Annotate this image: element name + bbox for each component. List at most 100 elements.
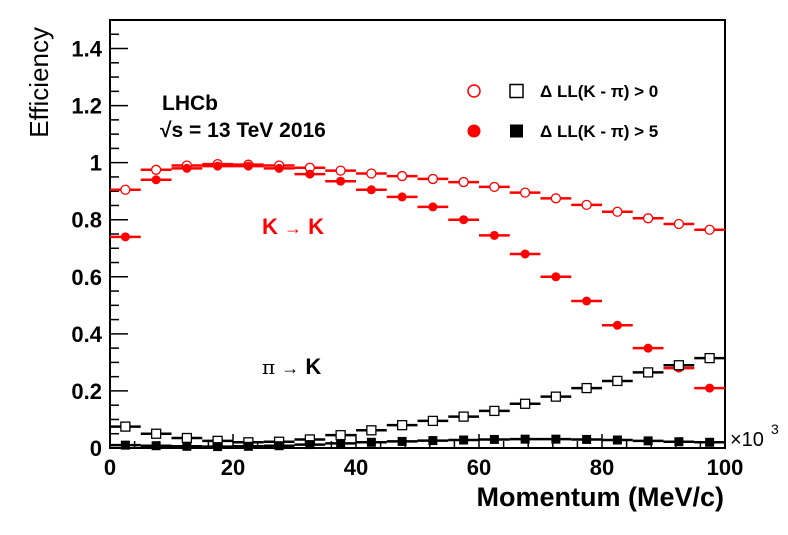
y-tick-label: 0.4 — [71, 322, 102, 347]
data-point — [305, 169, 315, 179]
data-point — [673, 218, 685, 230]
annotation-k-to-k: K → K — [262, 214, 324, 239]
legend-marker-filled-circle — [467, 124, 481, 138]
series-open-circle — [110, 158, 725, 235]
y-tick-label: 0.8 — [71, 208, 102, 233]
energy-sqrt-s: √s — [160, 119, 183, 142]
data-point — [612, 320, 622, 330]
data-point — [335, 430, 346, 441]
data-point — [612, 435, 622, 445]
annotation-pi-to-k-arrow: → — [281, 358, 299, 378]
data-point — [397, 436, 407, 446]
annotation-pi-to-k-from: π — [262, 355, 275, 379]
y-tick-label: 1.2 — [71, 94, 102, 119]
data-point — [704, 352, 715, 364]
energy-label: √s = 13 TeV 2016 — [160, 119, 326, 142]
data-point — [182, 441, 192, 451]
x-multiplier-base: ×10 — [730, 429, 764, 451]
data-point — [427, 415, 439, 427]
data-point — [642, 367, 654, 378]
legend-label-ll0: Δ LL(K - π) > 0 — [540, 82, 658, 101]
data-point — [150, 164, 162, 175]
legend-marker-open-square — [509, 83, 524, 99]
annotation-k-to-k-to: K — [308, 214, 324, 239]
data-point — [397, 192, 407, 202]
x-tick-label: 40 — [344, 455, 368, 480]
data-point — [151, 441, 161, 451]
data-point — [120, 421, 131, 432]
x-axis-multiplier: ×10 3 — [730, 421, 779, 451]
x-tick-label: 100 — [707, 455, 744, 480]
x-axis-label: Momentum (MeV/c) — [476, 482, 724, 512]
y-tick-label: 0 — [90, 436, 102, 461]
x-tick-label: 20 — [221, 455, 245, 480]
experiment-label: LHCb — [162, 92, 218, 115]
data-point — [274, 163, 284, 173]
series-open-square — [110, 352, 725, 448]
data-point — [612, 206, 623, 217]
legend: Δ LL(K - π) > 0 Δ LL(K - π) > 5 — [467, 82, 658, 141]
data-point — [643, 436, 653, 446]
data-point — [459, 435, 469, 445]
data-point — [458, 411, 469, 422]
y-axis-label: Efficiency — [24, 27, 54, 138]
data-point — [335, 165, 346, 176]
data-point — [427, 173, 439, 185]
data-point — [305, 440, 315, 450]
data-point — [243, 161, 253, 171]
data-point — [213, 442, 223, 452]
y-tick-label: 1 — [90, 151, 102, 176]
data-point — [366, 437, 376, 447]
data-point — [704, 224, 715, 235]
data-point — [366, 185, 376, 195]
data-point — [459, 215, 469, 225]
data-point — [643, 343, 653, 353]
x-tick-label: 0 — [104, 455, 116, 480]
data-point — [151, 175, 161, 185]
data-point — [213, 161, 223, 171]
data-point — [336, 438, 346, 448]
data-point — [520, 434, 530, 444]
data-point — [520, 249, 530, 259]
data-point — [642, 213, 654, 224]
data-point — [519, 398, 531, 409]
series-filled-circle — [110, 161, 725, 393]
data-point — [674, 437, 684, 447]
data-point — [582, 296, 592, 306]
data-point — [551, 272, 561, 282]
data-point — [120, 184, 131, 195]
data-point — [489, 405, 500, 417]
axis-tick-labels: 0 20 40 60 80 100 0 0.2 0.4 0.6 0.8 1 1.2 1.4 — [71, 37, 743, 480]
data-point — [519, 187, 531, 198]
annotation-pi-to-k-to: K — [305, 354, 321, 379]
data-point — [612, 375, 623, 387]
data-point — [150, 428, 162, 439]
data-point — [673, 360, 685, 371]
data-point — [274, 441, 284, 451]
data-point — [366, 168, 377, 179]
data-point — [550, 391, 562, 402]
data-point — [428, 202, 438, 212]
data-point — [243, 441, 253, 451]
data-point — [396, 420, 408, 431]
annotation-k-to-k-arrow: → — [284, 218, 302, 238]
y-tick-label: 0.2 — [71, 379, 102, 404]
annotation-k-to-k-from: K — [262, 214, 278, 239]
data-point — [705, 437, 715, 447]
annotation-pi-to-k: π → K — [262, 354, 321, 379]
data-point — [489, 434, 499, 444]
data-point — [396, 170, 408, 182]
data-point — [336, 176, 346, 186]
y-tick-label: 0.6 — [71, 265, 102, 290]
energy-value: = 13 TeV 2016 — [183, 119, 326, 142]
legend-marker-open-circle — [467, 84, 481, 98]
data-point — [582, 434, 592, 444]
data-point — [489, 181, 500, 193]
data-point — [120, 440, 130, 450]
x-multiplier-exp: 3 — [771, 421, 779, 437]
series-filled-square — [110, 434, 725, 452]
data-point — [120, 232, 130, 242]
data-point — [581, 199, 592, 211]
x-tick-label: 60 — [467, 455, 491, 480]
